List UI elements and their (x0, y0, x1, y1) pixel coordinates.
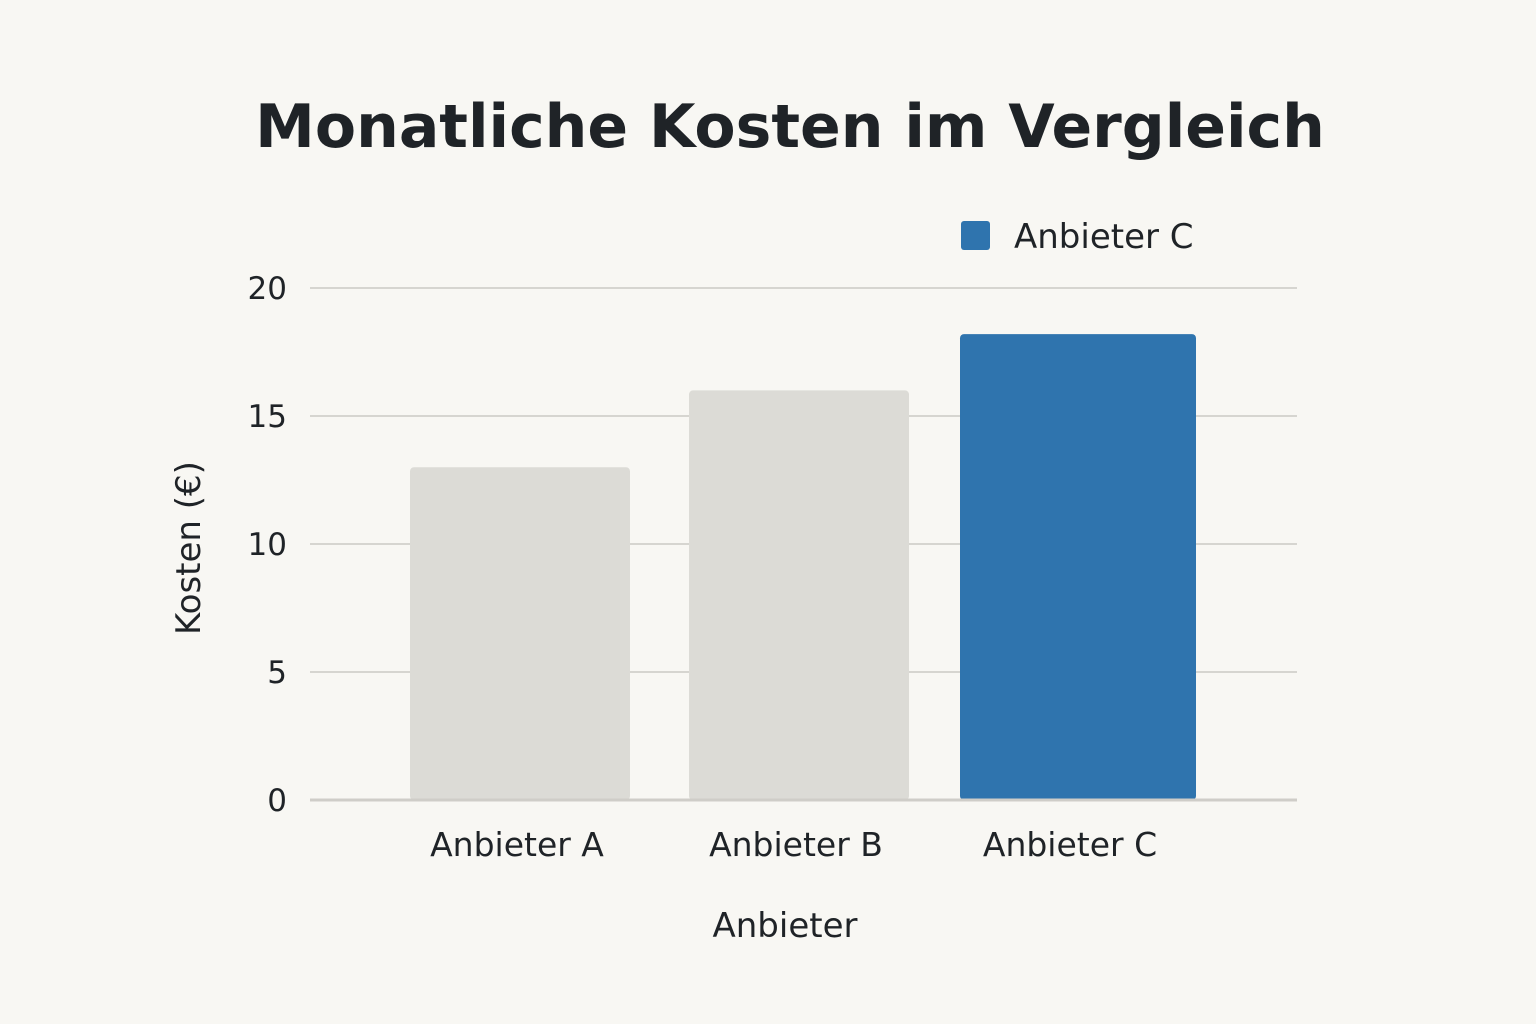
chart-title: Monatliche Kosten im Vergleich (255, 92, 1325, 162)
x-axis-label: Anbieter (713, 906, 858, 946)
bars (410, 334, 1196, 800)
legend-label: Anbieter C (1014, 217, 1194, 257)
y-tick-label: 0 (267, 783, 287, 819)
y-axis-label: Kosten (€) (169, 461, 209, 635)
y-tick-label: 5 (267, 655, 287, 691)
x-tick-label: Anbieter C (983, 825, 1157, 864)
y-tick-label: 10 (248, 527, 287, 563)
bar (689, 390, 909, 800)
bar (410, 467, 630, 800)
bar (960, 334, 1196, 800)
y-tick-label: 15 (248, 399, 287, 435)
legend: Anbieter C (961, 217, 1194, 257)
y-axis-ticks: 0 5 10 15 20 (248, 271, 287, 819)
x-tick-label: Anbieter A (430, 825, 604, 864)
legend-swatch (961, 221, 990, 250)
x-tick-label: Anbieter B (709, 825, 883, 864)
y-tick-label: 20 (248, 271, 287, 307)
x-axis-ticks: Anbieter A Anbieter B Anbieter C (430, 825, 1157, 864)
